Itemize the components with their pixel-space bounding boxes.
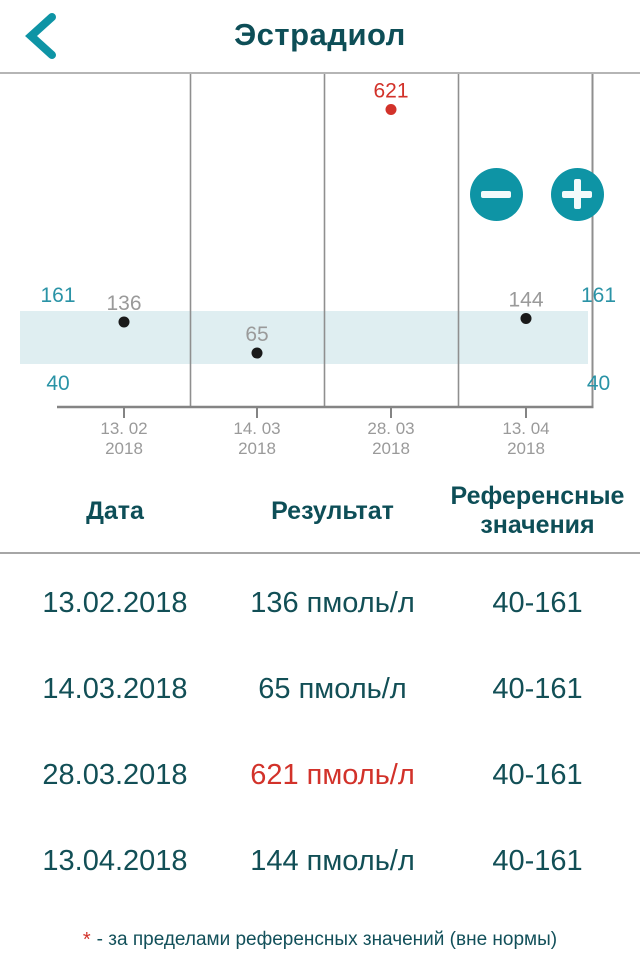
table-row: 14.03.2018 65 пмоль/л 40-161 [0, 646, 640, 732]
x-tick-label-year: 2018 [507, 439, 545, 458]
table-row: 28.03.2018 621 пмоль/л 40-161 [0, 732, 640, 818]
row-reference: 40-161 [492, 672, 583, 705]
x-tick-label-year: 2018 [238, 439, 276, 458]
row-reference: 40-161 [492, 758, 583, 791]
x-tick-label-year: 2018 [372, 439, 410, 458]
point-value-label: 136 [106, 292, 141, 315]
table-row: 13.02.2018 136 пмоль/л 40-161 [0, 560, 640, 646]
x-tick-label: 14. 03 [233, 419, 280, 438]
range-low-label: 40 [46, 372, 69, 395]
point-value-label: 621 [373, 80, 408, 103]
x-tick-label: 13. 02 [100, 419, 147, 438]
row-date: 13.02.2018 [42, 586, 188, 619]
reference-band [20, 311, 588, 364]
row-date: 14.03.2018 [42, 672, 188, 705]
results-table: 13.02.2018 136 пмоль/л 40-161 14.03.2018 65 … [0, 560, 640, 904]
row-result: 144 пмоль/л [250, 844, 415, 877]
column-header-date: Дата [86, 496, 144, 525]
footnote-text: - за пределами референсных значений (вне… [96, 929, 558, 950]
data-point [520, 312, 532, 324]
data-point [118, 316, 130, 328]
table-row: 13.04.2018 144 пмоль/л 40-161 [0, 818, 640, 904]
data-point [385, 104, 397, 116]
zoom-out-button[interactable] [470, 168, 523, 221]
point-value-label: 144 [508, 288, 543, 311]
minus-icon [481, 191, 511, 198]
zoom-in-button[interactable] [551, 168, 604, 221]
row-date: 13.04.2018 [42, 844, 188, 877]
range-high-label: 161 [581, 284, 616, 307]
results-table-header: Дата Результат Референсные значения [0, 470, 640, 554]
back-button[interactable] [18, 8, 66, 64]
point-value-label: 65 [245, 323, 268, 346]
row-date: 28.03.2018 [42, 758, 188, 791]
x-tick-label-year: 2018 [105, 439, 143, 458]
asterisk-marker: * [82, 928, 91, 951]
range-high-label: 161 [40, 284, 75, 307]
chevron-left-icon [25, 13, 56, 59]
column-header-result: Результат [271, 496, 394, 525]
row-reference: 40-161 [492, 586, 583, 619]
header: Эстрадиол [0, 0, 640, 74]
row-result: 621 пмоль/л [250, 758, 415, 791]
x-tick-label: 28. 03 [367, 419, 414, 438]
x-tick-label: 13. 04 [502, 419, 549, 438]
results-chart: 161 40 161 40 13. 02 2018 14. 03 2018 28. 03 2018… [0, 72, 640, 470]
range-low-label: 40 [587, 372, 610, 395]
page-title: Эстрадиол [234, 17, 406, 52]
row-reference: 40-161 [492, 844, 583, 877]
footnote: * - за пределами референсных значений (в… [0, 922, 640, 958]
column-header-reference: Референсные значения [450, 482, 625, 539]
row-result: 65 пмоль/л [258, 672, 407, 705]
data-point [251, 347, 263, 359]
row-result: 136 пмоль/л [250, 586, 415, 619]
